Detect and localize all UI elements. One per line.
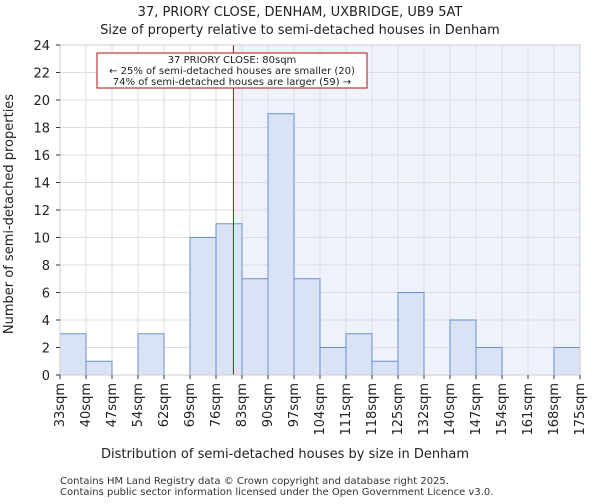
- footer-line-2: Contains public sector information licen…: [60, 487, 493, 498]
- bar-97sqm: [293, 278, 321, 376]
- x-tick-label: 125sqm: [391, 383, 406, 436]
- y-tick-label: 8: [42, 259, 50, 274]
- bar-111sqm: [345, 333, 373, 376]
- x-tick-label: 104sqm: [313, 383, 328, 436]
- x-tick-label: 47sqm: [105, 383, 120, 427]
- y-tick-label: 12: [33, 204, 50, 219]
- x-tick-label: 90sqm: [261, 383, 276, 427]
- annotation-box: 37 PRIORY CLOSE: 80sqm ← 25% of semi-det…: [96, 52, 368, 89]
- bar-168sqm: [553, 347, 581, 376]
- bar-69sqm: [189, 237, 217, 376]
- x-tick-label: 175sqm: [573, 383, 588, 436]
- bar-125sqm: [397, 292, 425, 376]
- bar-90sqm: [267, 113, 295, 376]
- y-tick-label: 4: [42, 314, 50, 329]
- x-tick-label: 111sqm: [339, 383, 354, 436]
- annotation-title: 37 PRIORY CLOSE: 80sqm: [168, 55, 297, 66]
- bar-40sqm: [85, 360, 113, 376]
- x-tick-label: 33sqm: [53, 383, 68, 427]
- x-tick-label: 132sqm: [417, 383, 432, 436]
- x-tick-label: 62sqm: [157, 383, 172, 427]
- annotation-larger: 74% of semi-detached houses are larger (…: [113, 77, 351, 88]
- bar-76sqm: [215, 223, 243, 376]
- y-axis-label: Number of semi-detached properties: [2, 94, 17, 334]
- bar-54sqm: [137, 333, 165, 376]
- x-tick-label: 147sqm: [469, 383, 484, 436]
- y-tick-label: 10: [33, 232, 50, 247]
- y-tick-label: 24: [33, 39, 50, 54]
- bar-83sqm: [241, 278, 269, 376]
- x-tick-label: 54sqm: [131, 383, 146, 427]
- chart-title: 37, PRIORY CLOSE, DENHAM, UXBRIDGE, UB9 …: [138, 5, 463, 20]
- chart-subtitle: Size of property relative to semi-detach…: [100, 23, 500, 38]
- bar-140sqm: [449, 319, 477, 376]
- y-tick-label: 22: [33, 67, 50, 82]
- x-tick-label: 97sqm: [287, 383, 302, 427]
- x-tick-label: 118sqm: [365, 383, 380, 436]
- bar-147sqm: [475, 347, 503, 376]
- bar-118sqm: [371, 360, 399, 376]
- y-tick-label: 0: [42, 369, 50, 384]
- x-axis-label: Distribution of semi-detached houses by …: [101, 447, 469, 462]
- y-tick-label: 14: [33, 177, 50, 192]
- x-tick-label: 154sqm: [495, 383, 510, 436]
- x-axis-ticks: 33sqm 40sqm 47sqm 54sqm 62sqm 69sqm 76sqm 83sqm…: [53, 375, 588, 436]
- y-tick-label: 2: [42, 342, 50, 357]
- annotation-frame: [96, 52, 368, 89]
- x-tick-label: 161sqm: [521, 383, 536, 436]
- bar-33sqm: [59, 333, 87, 376]
- x-tick-label: 69sqm: [183, 383, 198, 427]
- x-tick-label: 140sqm: [443, 383, 458, 436]
- footer-line-1: Contains HM Land Registry data © Crown c…: [60, 476, 449, 487]
- x-tick-label: 168sqm: [547, 383, 562, 436]
- annotation-smaller: ← 25% of semi-detached houses are smalle…: [109, 66, 355, 77]
- x-tick-label: 76sqm: [209, 383, 224, 427]
- y-tick-label: 18: [33, 122, 50, 137]
- bar-104sqm: [319, 347, 347, 376]
- y-tick-label: 20: [33, 94, 50, 109]
- y-tick-label: 6: [42, 287, 50, 302]
- x-tick-label: 83sqm: [235, 383, 250, 427]
- y-tick-label: 16: [33, 149, 50, 164]
- x-tick-label: 40sqm: [79, 383, 94, 427]
